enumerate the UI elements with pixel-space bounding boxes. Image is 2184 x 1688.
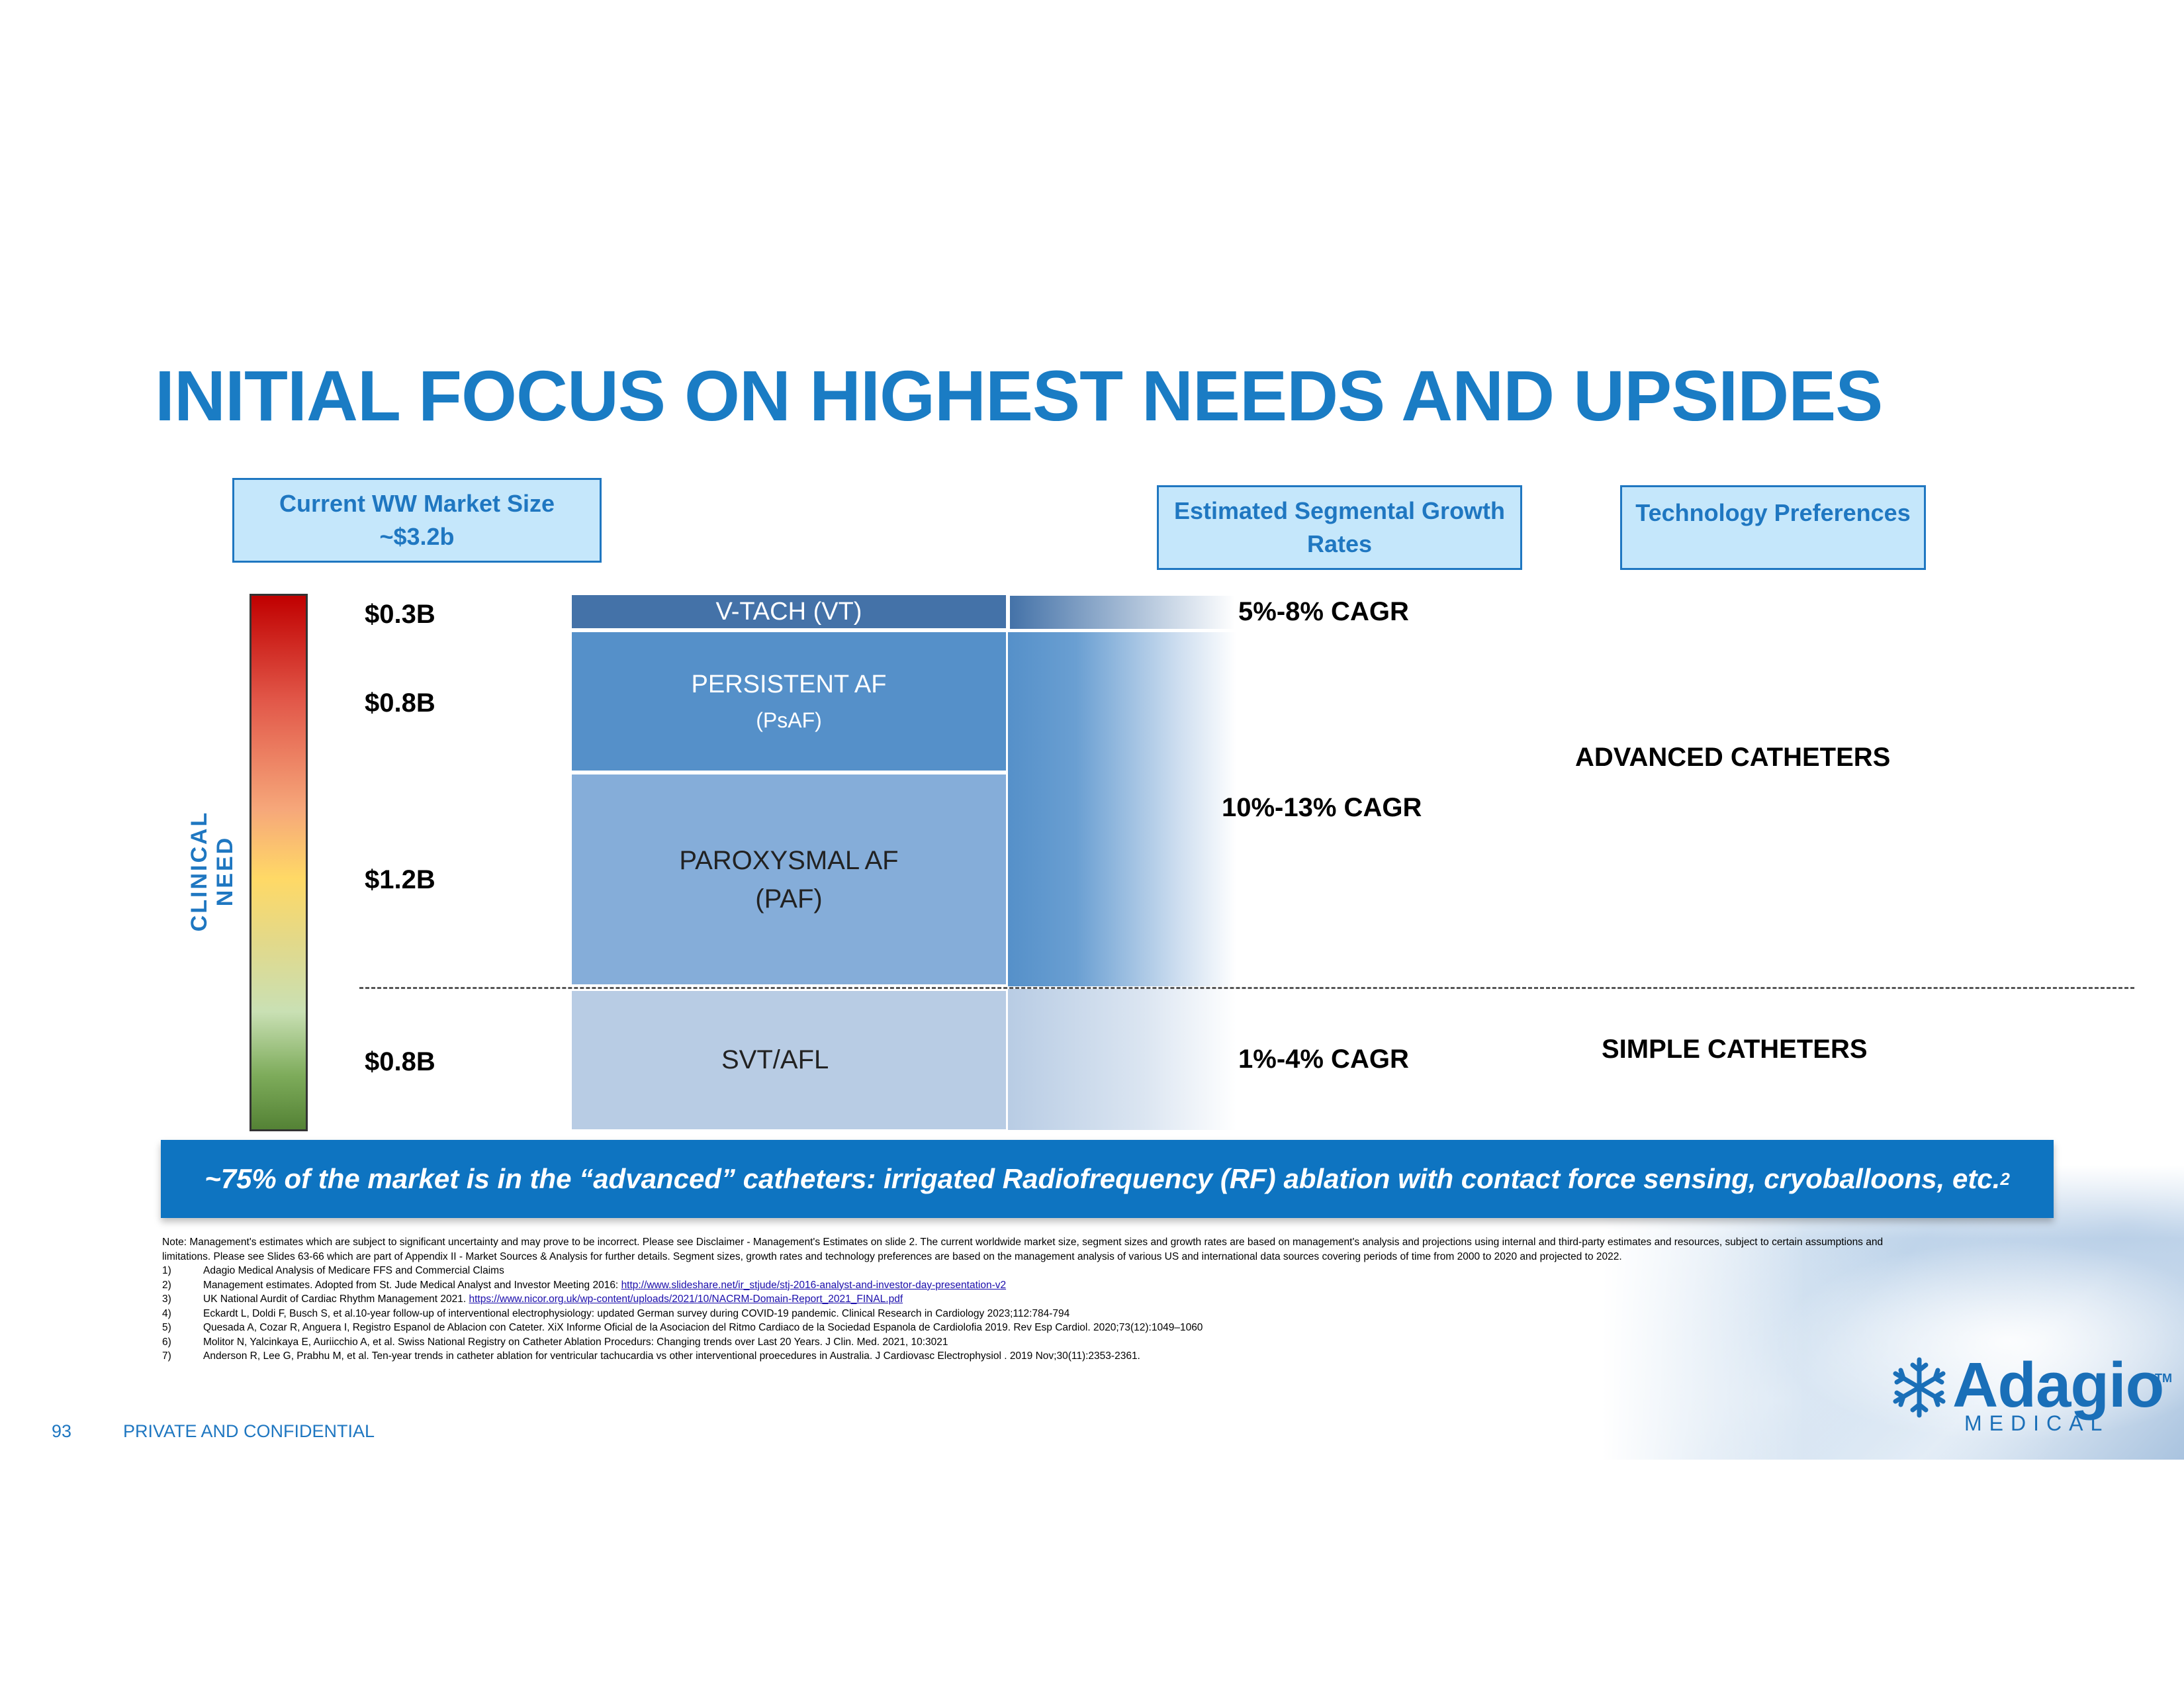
reference-number: 3) [162, 1293, 171, 1305]
reference-number: 6) [162, 1336, 171, 1348]
reference-text: Eckardt L, Doldi F, Busch S, et al.10-ye… [203, 1307, 1070, 1319]
segment-paf: PAROXYSMAL AF (PAF) [570, 773, 1008, 986]
segment-vt: V-TACH (VT) [570, 593, 1008, 630]
segment-psaf-label: PERSISTENT AF [691, 670, 887, 698]
af-growth-fade [1007, 632, 1236, 986]
confidential-label: PRIVATE AND CONFIDENTIAL [123, 1421, 375, 1441]
vt-growth-fade [1010, 596, 1235, 629]
reference-item: 3) UK National Aurdit of Cardiac Rhythm M… [162, 1292, 1909, 1307]
reference-text: Anderson R, Lee G, Prabhu M, et al. Ten-… [203, 1350, 1140, 1362]
reference-number: 5) [162, 1322, 171, 1333]
cagr-vt: 5%-8% CAGR [1238, 597, 1409, 626]
reference-list: 1) Adagio Medical Analysis of Medicare FF… [162, 1264, 1909, 1364]
reference-number: 4) [162, 1307, 171, 1319]
segment-psaf-sublabel: (PsAF) [756, 708, 822, 732]
size-label-paf: $1.2B [365, 865, 435, 894]
reference-link[interactable]: https://www.nicor.org.uk/wp-content/uplo… [469, 1293, 903, 1305]
clinical-need-axis-label: CLINICAL NEED [187, 810, 238, 932]
segment-paf-sublabel: (PAF) [755, 884, 823, 914]
advanced-simple-divider [359, 987, 2134, 989]
segment-svt: SVT/AFL [570, 989, 1008, 1131]
page-title: INITIAL FOCUS ON HIGHEST NEEDS AND UPSID… [155, 355, 1883, 436]
market-size-header: Current WW Market Size ~$3.2b [232, 478, 602, 563]
disclaimer-note: Note: Management's estimates which are s… [162, 1237, 1884, 1262]
reference-number: 7) [162, 1350, 171, 1362]
reference-text: Management estimates. Adopted from St. J… [203, 1279, 621, 1291]
summary-banner-superscript: 2 [2000, 1168, 2010, 1189]
segment-paf-label: PAROXYSMAL AF [679, 845, 899, 875]
cagr-svt: 1%-4% CAGR [1238, 1045, 1409, 1074]
logo-wordmark: Adagio [1952, 1350, 2164, 1421]
page-number: 93 [52, 1421, 72, 1441]
size-label-psaf: $0.8B [365, 688, 435, 718]
segment-vt-label: V-TACH (VT) [715, 597, 862, 626]
segment-svt-label: SVT/AFL [721, 1045, 829, 1074]
summary-banner: ~75% of the market is in the “advanced” … [161, 1140, 2054, 1218]
tech-preferences-header-label: Technology Preferences [1635, 499, 1911, 526]
market-size-header-line1: Current WW Market Size [279, 490, 555, 517]
tech-advanced-catheters: ADVANCED CATHETERS [1575, 743, 1891, 772]
reference-number: 1) [162, 1265, 171, 1276]
reference-item: 1) Adagio Medical Analysis of Medicare FF… [162, 1264, 1909, 1278]
reference-item: 5) Quesada A, Cozar R, Anguera I, Registr… [162, 1321, 1909, 1335]
cagr-af: 10%-13% CAGR [1222, 793, 1422, 822]
reference-text: Quesada A, Cozar R, Anguera I, Registro … [203, 1322, 1203, 1333]
summary-banner-text: ~75% of the market is in the “advanced” … [205, 1163, 2001, 1194]
size-label-vt: $0.3B [365, 600, 435, 629]
size-label-svt: $0.8B [365, 1047, 435, 1076]
reference-link[interactable]: http://www.slideshare.net/ir_stjude/stj-… [621, 1279, 1007, 1291]
reference-text: Adagio Medical Analysis of Medicare FFS … [203, 1265, 504, 1276]
footnotes: Note: Management's estimates which are s… [162, 1235, 1909, 1364]
tech-simple-catheters: SIMPLE CATHETERS [1602, 1035, 1868, 1064]
reference-item: 4) Eckardt L, Doldi F, Busch S, et al.10-… [162, 1307, 1909, 1321]
growth-rates-header-line1: Estimated Segmental Growth [1173, 497, 1506, 524]
market-size-header-line2: ~$3.2b [379, 523, 455, 550]
tech-preferences-header: Technology Preferences [1620, 485, 1926, 570]
snowflake-logo-icon [1893, 1357, 1946, 1418]
growth-rates-header-line2: Rates [1306, 530, 1373, 557]
reference-item: 6) Molitor N, Yalcinkaya E, Auriicchio A,… [162, 1335, 1909, 1350]
logo-trademark: TM [2155, 1372, 2172, 1385]
reference-text: UK National Aurdit of Cardiac Rhythm Man… [203, 1293, 469, 1305]
reference-number: 2) [162, 1279, 171, 1291]
logo-subtitle: MEDICAL [1964, 1411, 2110, 1435]
svt-growth-fade [1007, 989, 1236, 1130]
reference-item: 7) Anderson R, Lee G, Prabhu M, et al. Te… [162, 1349, 1909, 1364]
reference-text: Molitor N, Yalcinkaya E, Auriicchio A, e… [203, 1336, 948, 1348]
segment-psaf: PERSISTENT AF (PsAF) [570, 630, 1008, 773]
growth-rates-header: Estimated Segmental Growth Rates [1157, 485, 1522, 570]
clinical-need-gradient-bar [250, 594, 308, 1131]
reference-item: 2) Management estimates. Adopted from St.… [162, 1278, 1909, 1293]
